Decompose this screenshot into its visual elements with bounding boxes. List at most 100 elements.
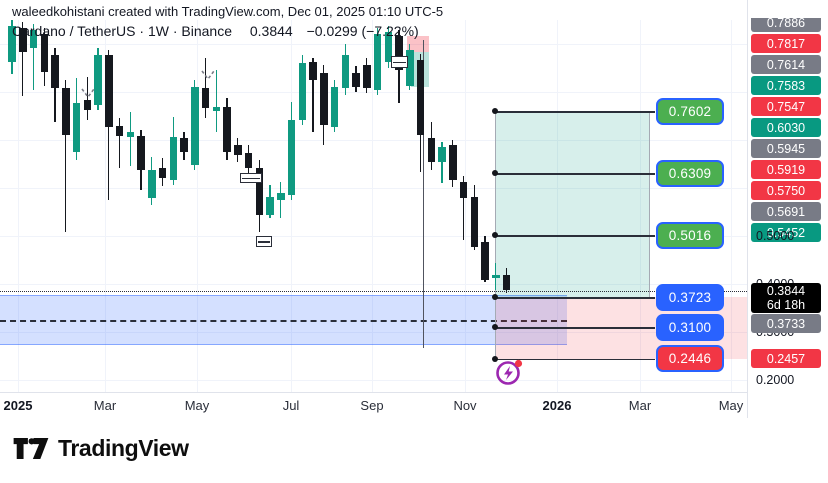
tradingview-logo-text: TradingView [58,435,189,461]
candle-wick [65,80,67,233]
anchor-point[interactable] [492,324,498,331]
price-callout-label[interactable]: 0.6309 [656,159,724,187]
current-price-label: 0.3844 6d 18h [751,283,821,313]
vertical-gridline [731,20,732,392]
candle-body [320,72,328,126]
anchor-point[interactable] [492,294,498,301]
current-price-dotted-line [0,291,747,293]
scale-drawing-label: 0.7817 [751,34,821,53]
long-position-profit-box[interactable] [495,111,650,298]
candle-down [309,57,317,132]
candle-body [115,126,124,137]
price-callout-label[interactable]: 0.3100 [656,313,724,341]
candle-down [137,129,145,190]
candle-down [105,50,113,200]
candle-up [94,47,102,110]
scale-label-stack: 0.7886 0.7817 0.7614 0.7583 0.7547 0.6030 0.59… [748,18,828,418]
time-axis[interactable]: 2025 Mar May Jul Sep Nov 2026 Mar May [0,392,747,420]
candle-down [234,138,242,163]
vertical-line-drawing[interactable] [423,40,424,348]
candle-down [255,160,263,233]
candle-up [169,116,177,186]
candle-up [492,262,500,290]
candle-up [29,23,38,91]
candle-body [502,274,511,290]
vertical-gridline [18,20,19,392]
price-scale[interactable]: 0.7886 0.7817 0.7614 0.7583 0.7547 0.6030 0.59… [747,0,828,418]
time-axis-label: 2025 [3,398,33,413]
candle-body [105,55,113,128]
candle-body [244,152,253,168]
candle-body [266,197,274,215]
horizontal-gridline [0,380,747,381]
horizontal-gridline [0,332,747,333]
candle-body [373,33,382,91]
candle-body [287,119,296,196]
candle-down [158,158,167,187]
mini-stat-marker[interactable] [391,56,408,68]
candle-body [395,35,403,70]
price-level-line [495,327,655,329]
price-callout-label[interactable]: 0.5016 [656,221,724,249]
candle-body [384,32,392,62]
blue-zone-box[interactable] [0,295,567,345]
vertical-gridline [105,20,106,392]
horizontal-gridline [0,44,747,45]
candle-up [277,182,285,218]
candle-body [309,61,317,80]
separator-dot: · [172,23,178,39]
candle-body [406,50,414,86]
candle-wick [86,77,88,120]
price-level-line [495,297,655,299]
candle-up [384,26,392,68]
mini-stat-marker[interactable] [256,236,272,247]
candle-up [72,78,81,161]
candle-body [212,106,220,112]
candle-up [8,20,16,74]
horizontal-gridline [0,236,747,237]
candle-down [51,47,59,122]
vertical-gridline [640,20,641,392]
candle-wick [215,69,217,132]
dashed-check-marker [81,88,95,99]
candle-up [266,185,274,218]
mini-stat-marker[interactable] [240,173,262,183]
candle-body [223,106,231,152]
candle-down [427,122,435,170]
candle-body [148,169,156,199]
time-axis-label: 2026 [542,398,572,413]
flash-signal-icon[interactable] [494,358,528,388]
chart-pane[interactable]: 0.7602 0.6309 0.5016 0.3723 0.3100 0.2446 [0,20,747,392]
scale-drawing-label: 0.7547 [751,97,821,116]
footer-bar: TradingView [0,418,828,483]
candle-down [470,185,478,250]
scale-drawing-label: 0.7583 [751,76,821,95]
symbol-info[interactable]: Cardano / TetherUS · 1W · Binance 0.3844… [12,22,419,40]
price-callout-label[interactable]: 0.2446 [656,345,724,373]
scale-drawing-label: 0.5750 [751,181,821,200]
candle-down [223,98,231,161]
price-axis-tick: 0.5000 [756,229,795,243]
anchor-point[interactable] [492,232,498,239]
time-axis-label: Jul [282,398,300,413]
candle-body [19,28,27,53]
attribution-text: waleedkohistani created with TradingView… [12,4,444,19]
candle-down [19,22,27,96]
candle-wick [441,141,443,184]
candle-down [201,57,210,118]
vertical-gridline [291,20,292,392]
candle-up [191,80,199,170]
price-callout-label[interactable]: 0.3723 [656,283,724,311]
interval-label: 1W [147,23,169,39]
price-callout-label[interactable]: 0.7602 [656,97,724,125]
tradingview-logo: TradingView [13,435,189,462]
anchor-point[interactable] [492,170,498,177]
separator-dot: · [139,23,145,39]
time-axis-label: Mar [628,398,652,413]
dashed-check-marker [201,70,215,81]
scale-drawing-label: 0.3733 [751,314,821,333]
anchor-point[interactable] [492,108,498,115]
current-price-value: 0.3844 [766,284,806,298]
tradingview-logo-icon [13,437,49,460]
anchor-point[interactable] [492,355,498,362]
